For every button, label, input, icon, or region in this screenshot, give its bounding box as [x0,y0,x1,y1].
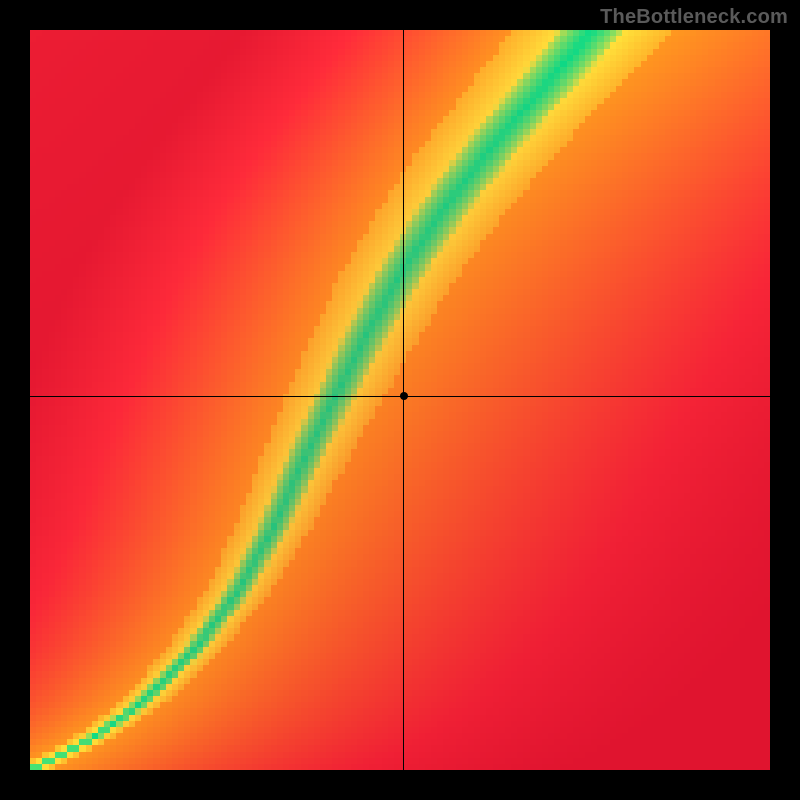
watermark-text: TheBottleneck.com [600,6,788,29]
plot-frame [30,30,770,770]
crosshair-dot [400,392,408,400]
heatmap-canvas [30,30,770,770]
chart-container: TheBottleneck.com [0,0,800,800]
